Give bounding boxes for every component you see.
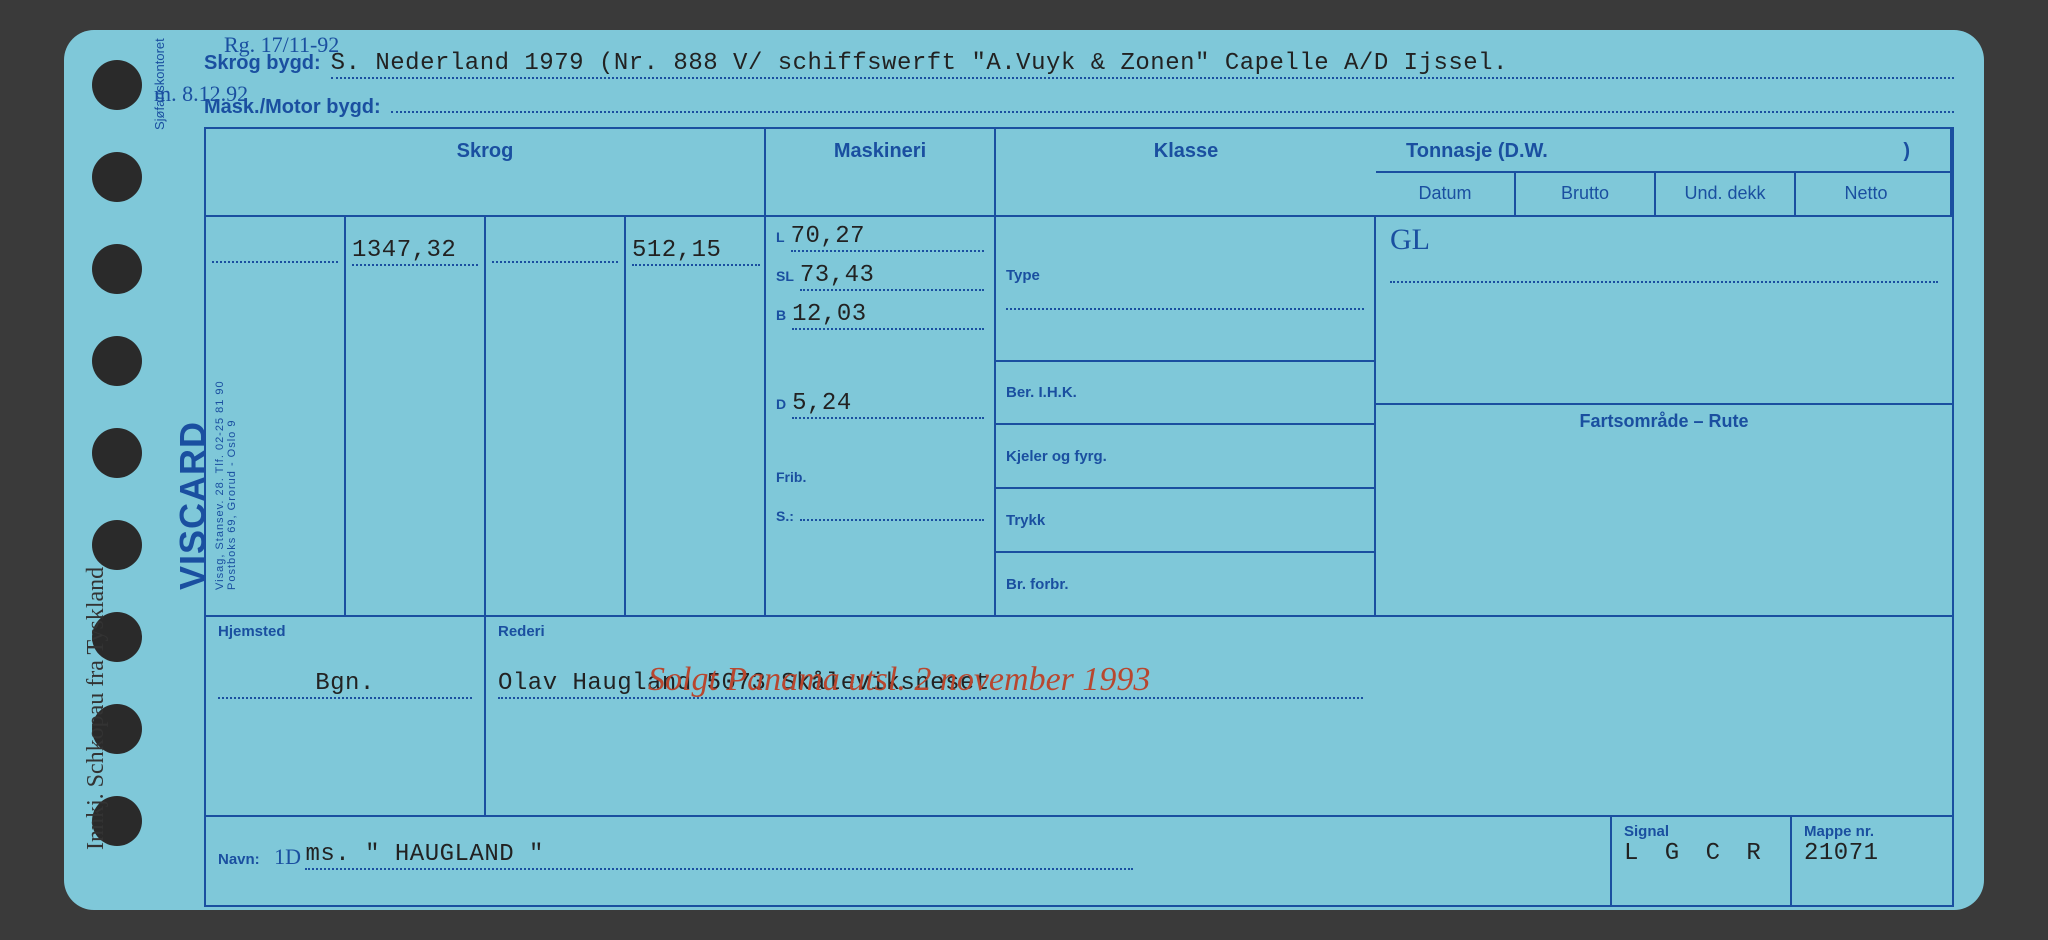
tonnasje-body: 1347,32 512,15 xyxy=(206,217,764,615)
hole xyxy=(92,60,142,110)
SL-label: SL xyxy=(776,268,794,284)
L-label: L xyxy=(776,229,785,245)
datum-label: Datum xyxy=(1376,173,1516,215)
tonnasje-label: Tonnasje (D.W. xyxy=(1406,140,1548,162)
type-value xyxy=(1006,284,1364,310)
signal-cell: Signal L G C R xyxy=(1612,817,1792,905)
hole xyxy=(92,244,142,294)
D-value: 5,24 xyxy=(792,390,984,419)
side-handwritten: Innkj. Schkopau fra Tyskland xyxy=(83,450,110,850)
hjemsted-rederi: Hjemsted Bgn. Rederi Olav Haugland 5073 … xyxy=(204,617,1954,817)
index-card: Rg. 17/11-92 Skrog bygd: S. Nederland 19… xyxy=(64,30,1984,910)
fartsomrade-label: Fartsområde – Rute xyxy=(1579,411,1748,431)
signal-value: L G C R xyxy=(1624,840,1767,867)
und-dekk-label: Und. dekk xyxy=(1656,173,1796,215)
mask-bygd-value xyxy=(391,87,1954,113)
rederi-label: Rederi xyxy=(498,623,1940,640)
mappe-label: Mappe nr. xyxy=(1804,823,1940,840)
s-value xyxy=(800,495,984,521)
klasse-value: GL xyxy=(1390,223,1430,256)
hjemsted-cell: Hjemsted Bgn. xyxy=(206,617,486,815)
br-label: Br. forbr. xyxy=(1006,576,1364,593)
type-label: Type xyxy=(1006,267,1364,284)
ber-label: Ber. I.H.K. xyxy=(1006,384,1364,401)
kjeler-label: Kjeler og fyrg. xyxy=(1006,448,1364,465)
netto-cell: 512,15 xyxy=(626,217,766,615)
tonnasje-header: Tonnasje (D.W. ) xyxy=(1376,129,1952,173)
trykk-label: Trykk xyxy=(1006,512,1364,529)
hole xyxy=(92,336,142,386)
skrog-bygd-value: S. Nederland 1979 (Nr. 888 V/ schiffswer… xyxy=(331,50,1954,79)
reg-handwritten: Rg. 17/11-92 xyxy=(224,32,339,58)
D-label: D xyxy=(776,396,786,412)
maskineri-header: Maskineri xyxy=(766,129,996,217)
L-value: 70,27 xyxy=(791,223,984,252)
hjemsted-label: Hjemsted xyxy=(218,623,472,640)
header-lines: Skrog bygd: S. Nederland 1979 (Nr. 888 V… xyxy=(204,50,1954,119)
skrog-header: Skrog xyxy=(206,129,766,217)
navn-cell: Navn: 1D ms. " HAUGLAND " xyxy=(206,817,1612,905)
signal-label: Signal xyxy=(1624,823,1778,840)
m-handwritten: m. 8.12.92 xyxy=(154,81,248,107)
B-label: B xyxy=(776,307,786,323)
B-value: 12,03 xyxy=(792,301,984,330)
rederi-cell: Rederi Olav Haugland 5073 Skåleviksneset xyxy=(486,617,1952,815)
mappe-value: 21071 xyxy=(1804,840,1879,867)
maskineri-body: Type Ber. I.H.K. Kjeler og fyrg. Trykk B… xyxy=(996,217,1376,615)
navn-prefix: 1D xyxy=(274,844,301,869)
brutto-cell: 1347,32 xyxy=(346,217,486,615)
skrog-body: L 70,27 SL 73,43 B 12,03 D 5,24 Frib. S.: xyxy=(766,217,996,615)
navn-label: Navn: xyxy=(218,851,260,868)
navn-value: ms. " HAUGLAND " xyxy=(305,841,1133,870)
tonnasje-close: ) xyxy=(1903,133,1910,169)
frib-label: Frib. xyxy=(776,469,806,485)
s-label: S.: xyxy=(776,508,794,524)
sold-note: Solgt Panama utsl. 2 november 1993 xyxy=(636,655,1162,705)
viscard-logo: VISCARD Visag, Stansev. 28. Tlf. 02-25 8… xyxy=(172,380,238,590)
bottom-row: Navn: 1D ms. " HAUGLAND " Signal L G C R… xyxy=(204,817,1954,907)
sjofartskontoret-label: Sjøfartskontoret xyxy=(152,0,167,130)
netto-label: Netto xyxy=(1796,173,1936,215)
und-dekk-cell xyxy=(486,217,626,615)
tonnasje-subheaders: Datum Brutto Und. dekk Netto xyxy=(1376,173,1950,215)
viscard-address: Visag, Stansev. 28. Tlf. 02-25 81 90 Pos… xyxy=(214,380,238,590)
mappe-cell: Mappe nr. 21071 xyxy=(1792,817,1952,905)
SL-value: 73,43 xyxy=(800,262,984,291)
brutto-label: Brutto xyxy=(1516,173,1656,215)
hole xyxy=(92,152,142,202)
klasse-body: GL Fartsområde – Rute xyxy=(1376,217,1952,615)
hjemsted-value: Bgn. xyxy=(218,670,472,699)
main-table: Tonnasje (D.W. ) Skrog Maskineri Klasse … xyxy=(204,127,1954,617)
klasse-header: Klasse xyxy=(996,129,1376,217)
